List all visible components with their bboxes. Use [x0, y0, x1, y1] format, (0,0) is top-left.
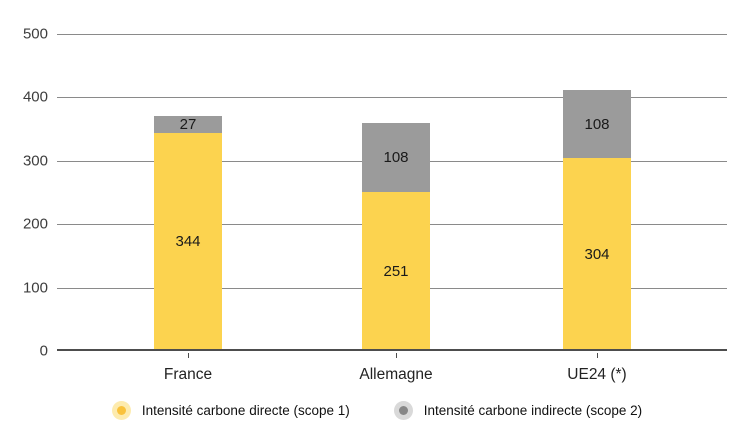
y-axis-tick-label: 300: [22, 152, 48, 170]
x-axis-line: [57, 349, 727, 351]
bar-segment-scope1-france[interactable]: 344: [154, 132, 222, 351]
x-axis-label-allemagne: Allemagne: [359, 366, 433, 383]
x-axis-label-ue24: UE24 (*): [567, 366, 627, 383]
legend-dot-scope1-icon: [111, 401, 131, 420]
bar-segment-scope2-france[interactable]: 27: [154, 115, 222, 133]
legend-label-scope2: Intensité carbone indirecte (scope 2): [423, 403, 643, 418]
y-axis-tick-label: 500: [22, 25, 48, 43]
bar-value-label: 108: [383, 149, 409, 167]
legend-item-scope2[interactable]: Intensité carbone indirecte (scope 2): [393, 401, 643, 420]
legend-item-scope1[interactable]: Intensité carbone directe (scope 1): [111, 401, 350, 420]
legend-dot-scope2-icon: [393, 401, 413, 420]
x-axis-tick: [396, 353, 397, 358]
bar-value-label: 27: [179, 115, 197, 133]
x-axis-tick: [188, 353, 189, 358]
gridline: [57, 97, 727, 99]
y-axis-tick-label: 100: [22, 279, 48, 297]
bar-value-label: 304: [584, 246, 610, 264]
x-axis-tick: [597, 353, 598, 358]
bar-group-ue24: 108 304 UE24 (*): [563, 34, 631, 383]
x-axis-label-france: France: [163, 366, 213, 383]
bar-group-allemagne: 108 251 Allemagne: [359, 34, 433, 383]
chart-legend: Intensité carbone directe (scope 1) Inte…: [0, 401, 754, 420]
bar-value-label: 251: [383, 262, 409, 280]
y-axis-tick-label: 400: [22, 88, 48, 106]
bar-segment-scope2-allemagne[interactable]: 108: [362, 123, 430, 192]
gridline: [57, 34, 727, 35]
legend-label-scope1: Intensité carbone directe (scope 1): [141, 403, 350, 418]
y-axis-tick-label: 200: [22, 215, 48, 233]
bar-value-label: 344: [175, 233, 201, 251]
plot-area: 27 344 France 108 251 Allemagne 108: [23, 27, 727, 383]
bar-segment-scope2-ue24[interactable]: 108: [563, 89, 631, 159]
y-axis-tick-label: 0: [39, 342, 48, 360]
bar-segment-scope1-allemagne[interactable]: 251: [362, 191, 430, 351]
bar-value-label: 108: [584, 115, 610, 133]
bar-group-france: 27 344 France: [154, 34, 222, 383]
bar-segment-scope1-ue24[interactable]: 304: [563, 158, 631, 351]
